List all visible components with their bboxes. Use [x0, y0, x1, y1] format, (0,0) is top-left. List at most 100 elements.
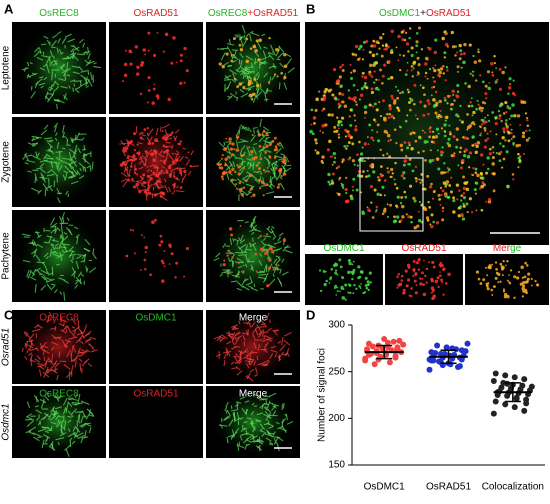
fiber [229, 92, 238, 99]
fiber [285, 158, 289, 162]
focus [521, 286, 525, 291]
focus [142, 48, 146, 52]
focus [175, 261, 179, 265]
focus [513, 275, 517, 279]
focus [485, 171, 489, 175]
focus [334, 269, 338, 272]
focus [150, 169, 153, 172]
focus [162, 144, 166, 147]
focus [338, 92, 342, 96]
focus [481, 181, 485, 185]
focus [436, 114, 439, 117]
focus [418, 200, 421, 204]
focus [451, 89, 455, 94]
focus [353, 163, 356, 166]
fiber [26, 420, 34, 427]
focus [276, 143, 280, 146]
focus [502, 290, 506, 293]
fiber [48, 86, 54, 90]
focus [492, 151, 495, 154]
focus [366, 280, 370, 284]
focus [397, 109, 401, 112]
data-point [381, 336, 388, 342]
fiber [73, 329, 76, 335]
fiber [42, 348, 46, 355]
focus [365, 39, 369, 43]
focus [459, 104, 462, 108]
fiber [257, 236, 261, 240]
data-point [430, 357, 437, 364]
fiber [87, 69, 90, 75]
focus [352, 177, 356, 181]
focus [439, 67, 444, 71]
focus [390, 114, 394, 119]
fiber [283, 167, 292, 174]
fiber [75, 276, 83, 285]
fiber [44, 91, 49, 100]
fiber [47, 356, 54, 365]
fiber [248, 33, 252, 42]
focus [363, 110, 368, 115]
fiber [243, 322, 251, 324]
glow [213, 390, 293, 454]
focus [358, 98, 362, 101]
fiber [273, 242, 278, 245]
fiber [231, 78, 237, 83]
fiber [60, 317, 63, 323]
focus [166, 171, 169, 174]
fiber [140, 132, 145, 135]
focus [330, 179, 334, 183]
focus [266, 167, 269, 169]
focus [315, 138, 318, 141]
focus [235, 135, 240, 139]
fiber [54, 395, 63, 399]
fiber [253, 360, 256, 366]
cell-label: OsREC8 [39, 313, 79, 324]
focus [127, 154, 130, 157]
fiber [249, 30, 254, 34]
focus [267, 170, 270, 173]
focus [156, 32, 159, 34]
fiber [46, 140, 53, 143]
fiber [45, 269, 50, 275]
fiber [43, 356, 46, 362]
fiber [253, 374, 258, 377]
focus [354, 125, 358, 128]
fiber [51, 71, 54, 81]
focus [161, 279, 165, 283]
focus [189, 164, 192, 168]
focus [517, 270, 521, 274]
fiber [68, 163, 75, 169]
focus [476, 99, 479, 102]
focus [356, 153, 359, 157]
fiber [218, 141, 226, 149]
focus [406, 69, 409, 72]
focus [510, 138, 513, 141]
focus [490, 61, 494, 66]
fiber [249, 242, 257, 248]
focus [367, 174, 371, 178]
fiber [31, 187, 40, 193]
focus [337, 127, 340, 130]
fiber [225, 347, 229, 356]
fiber [275, 255, 281, 258]
focus [524, 288, 527, 291]
fiber [66, 349, 72, 358]
focus [337, 106, 341, 109]
focus [221, 65, 225, 69]
focus [442, 65, 445, 68]
focus [239, 224, 242, 227]
focus [396, 275, 399, 279]
focus [460, 166, 463, 170]
focus [330, 267, 334, 271]
focus [475, 270, 480, 274]
focus [328, 282, 331, 284]
focus [379, 193, 383, 197]
focus [344, 283, 348, 287]
focus [494, 276, 498, 280]
fiber [30, 91, 36, 99]
fiber [233, 179, 237, 181]
fiber [70, 316, 77, 325]
focus [161, 130, 164, 133]
focus [126, 166, 129, 169]
